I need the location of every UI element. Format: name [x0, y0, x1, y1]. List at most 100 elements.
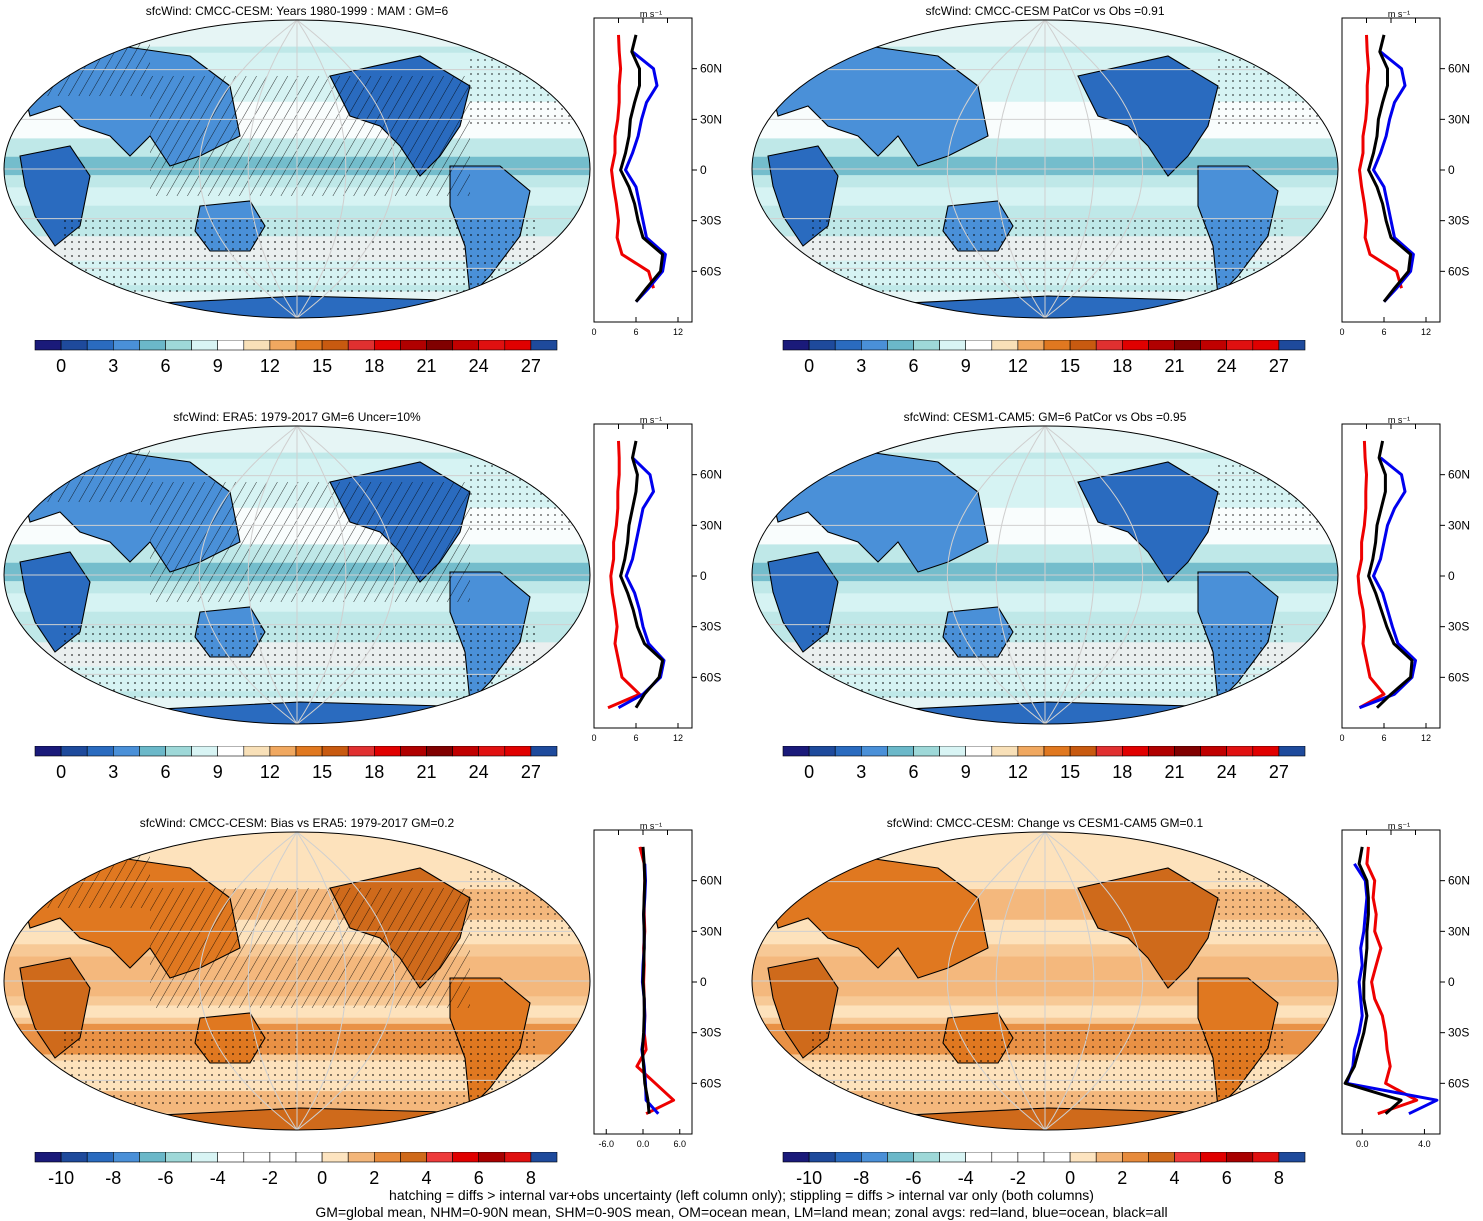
zonal-lat-label: 30N — [1448, 924, 1470, 938]
colorbar-swatch — [165, 1152, 192, 1163]
colorbar-tick-label: 21 — [416, 356, 436, 376]
colorbar-swatch — [1017, 1152, 1045, 1163]
colorbar-swatch — [1017, 746, 1045, 757]
colorbar-swatch — [191, 746, 219, 757]
panel-title: sfcWind: ERA5: 1979-2017 GM=6 Uncer=10% — [173, 410, 421, 424]
colorbar-swatch — [861, 340, 888, 351]
colorbar-tick-label: 12 — [1008, 762, 1028, 782]
colorbar-tick-label: 21 — [1164, 762, 1184, 782]
zonal-x-tick-label: 12 — [673, 327, 683, 337]
colorbar-tick-label: 2 — [1117, 1168, 1127, 1188]
zonal-unit-label: m s⁻¹ — [640, 416, 662, 425]
colorbar-swatch — [400, 1152, 427, 1163]
zonal-lat-label: 30S — [1448, 620, 1469, 634]
colorbar-tick-label: 12 — [1008, 356, 1028, 376]
colorbar-swatch — [991, 746, 1019, 757]
zonal-lat-label: 0 — [700, 163, 707, 177]
colorbar-swatch — [504, 746, 532, 757]
colorbar-swatch — [478, 340, 506, 351]
colorbar-swatch — [295, 1152, 323, 1163]
colorbar-swatch — [1226, 746, 1254, 757]
colorbar-swatch — [243, 746, 271, 757]
colorbar-swatch — [243, 340, 271, 351]
zonal-series-land — [607, 440, 641, 710]
zonal-lat-label: 60N — [700, 62, 722, 76]
zonal-series-land — [610, 34, 655, 289]
colorbar-tick-label: 27 — [521, 762, 541, 782]
colorbar-swatch — [861, 746, 888, 757]
continent-outline — [767, 451, 989, 573]
colorbar-tick-label: 6 — [474, 1168, 484, 1188]
zonal-mean-plot: m s⁻¹ 60N 30N 0 30S 60S 0 6 12 — [592, 10, 722, 337]
zonal-lat-label: 60S — [1448, 670, 1469, 684]
colorbar-swatch — [1069, 1152, 1097, 1163]
colorbar-swatch — [217, 1152, 245, 1163]
colorbar-tick-label: 0 — [804, 762, 814, 782]
colorbar-swatch — [504, 340, 532, 351]
zonal-x-tick-label: 0 — [1340, 733, 1345, 743]
colorbar-swatch — [530, 1152, 558, 1163]
colorbar-swatch — [1095, 746, 1123, 757]
colorbar-swatch — [269, 340, 297, 351]
colorbar-swatch — [782, 746, 810, 757]
colorbar-swatch — [139, 340, 166, 351]
colorbar-tick-label: -6 — [157, 1168, 173, 1188]
zonal-mean-plot: m s⁻¹ 60N 30N 0 30S 60S 0 6 12 — [1340, 10, 1470, 337]
colorbar-swatch — [1174, 1152, 1201, 1163]
colorbar-swatch — [913, 340, 940, 351]
map-panel — [751, 19, 1339, 319]
continent-outline — [767, 45, 989, 167]
zonal-series-all — [1367, 34, 1413, 303]
colorbar-tick-label: -2 — [1010, 1168, 1026, 1188]
colorbar-swatch — [86, 746, 114, 757]
colorbar-swatch — [426, 340, 453, 351]
panel-title: sfcWind: CMCC-CESM PatCor vs Obs =0.91 — [925, 4, 1165, 18]
colorbar-swatch — [1252, 1152, 1280, 1163]
zonal-x-tick-label: 0 — [592, 327, 597, 337]
colorbar-swatch — [965, 340, 993, 351]
colorbar-swatch — [478, 1152, 506, 1163]
colorbar: 036912151821242730 — [782, 340, 1306, 376]
colorbar-swatch — [347, 340, 375, 351]
panel-title: sfcWind: CESM1-CAM5: GM=6 PatCor vs Obs … — [903, 410, 1187, 424]
colorbar-tick-label: 8 — [1274, 1168, 1284, 1188]
zonal-mean-plot: m s⁻¹ 60N 30N 0 30S 60S -6.0 0.0 6.0 — [593, 822, 722, 1149]
colorbar-swatch — [1121, 746, 1149, 757]
colorbar-swatch — [1200, 1152, 1228, 1163]
colorbar-tick-label: 4 — [421, 1168, 431, 1188]
colorbar-swatch — [504, 1152, 532, 1163]
colorbar-tick-label: -4 — [958, 1168, 974, 1188]
colorbar-swatch — [269, 746, 297, 757]
zonal-series-ocean — [1372, 50, 1415, 303]
colorbar-swatch — [808, 340, 836, 351]
colorbar-swatch — [243, 1152, 271, 1163]
zonal-x-tick-label: 6 — [633, 327, 638, 337]
colorbar-tick-label: -4 — [210, 1168, 226, 1188]
colorbar: -10-8-6-4-20246810 — [782, 1152, 1306, 1188]
colorbar-tick-label: 27 — [1269, 762, 1289, 782]
zonal-lat-label: 60S — [700, 1076, 721, 1090]
zonal-series-land — [1356, 440, 1386, 710]
colorbar-swatch — [861, 1152, 888, 1163]
zonal-lat-label: 0 — [700, 569, 707, 583]
colorbar-tick-label: 0 — [56, 762, 66, 782]
colorbar-swatch — [165, 340, 192, 351]
map-panel — [3, 19, 591, 319]
colorbar-swatch — [1069, 746, 1097, 757]
colorbar-swatch — [782, 340, 810, 351]
colorbar-swatch — [965, 1152, 993, 1163]
colorbar-tick-label: 6 — [160, 356, 170, 376]
colorbar-swatch — [347, 746, 375, 757]
zonal-lat-label: 60N — [1448, 62, 1470, 76]
colorbar-swatch — [913, 1152, 940, 1163]
colorbar: 036912151821242730 — [34, 746, 558, 782]
colorbar-swatch — [373, 746, 401, 757]
colorbar-swatch — [34, 340, 62, 351]
colorbar-tick-label: 24 — [469, 356, 489, 376]
colorbar-tick-label: 21 — [416, 762, 436, 782]
colorbar-swatch — [113, 746, 140, 757]
colorbar-tick-label: 15 — [312, 356, 332, 376]
colorbar-tick-label: 0 — [1065, 1168, 1075, 1188]
continent-outline — [1077, 55, 1219, 177]
colorbar-swatch — [426, 746, 453, 757]
